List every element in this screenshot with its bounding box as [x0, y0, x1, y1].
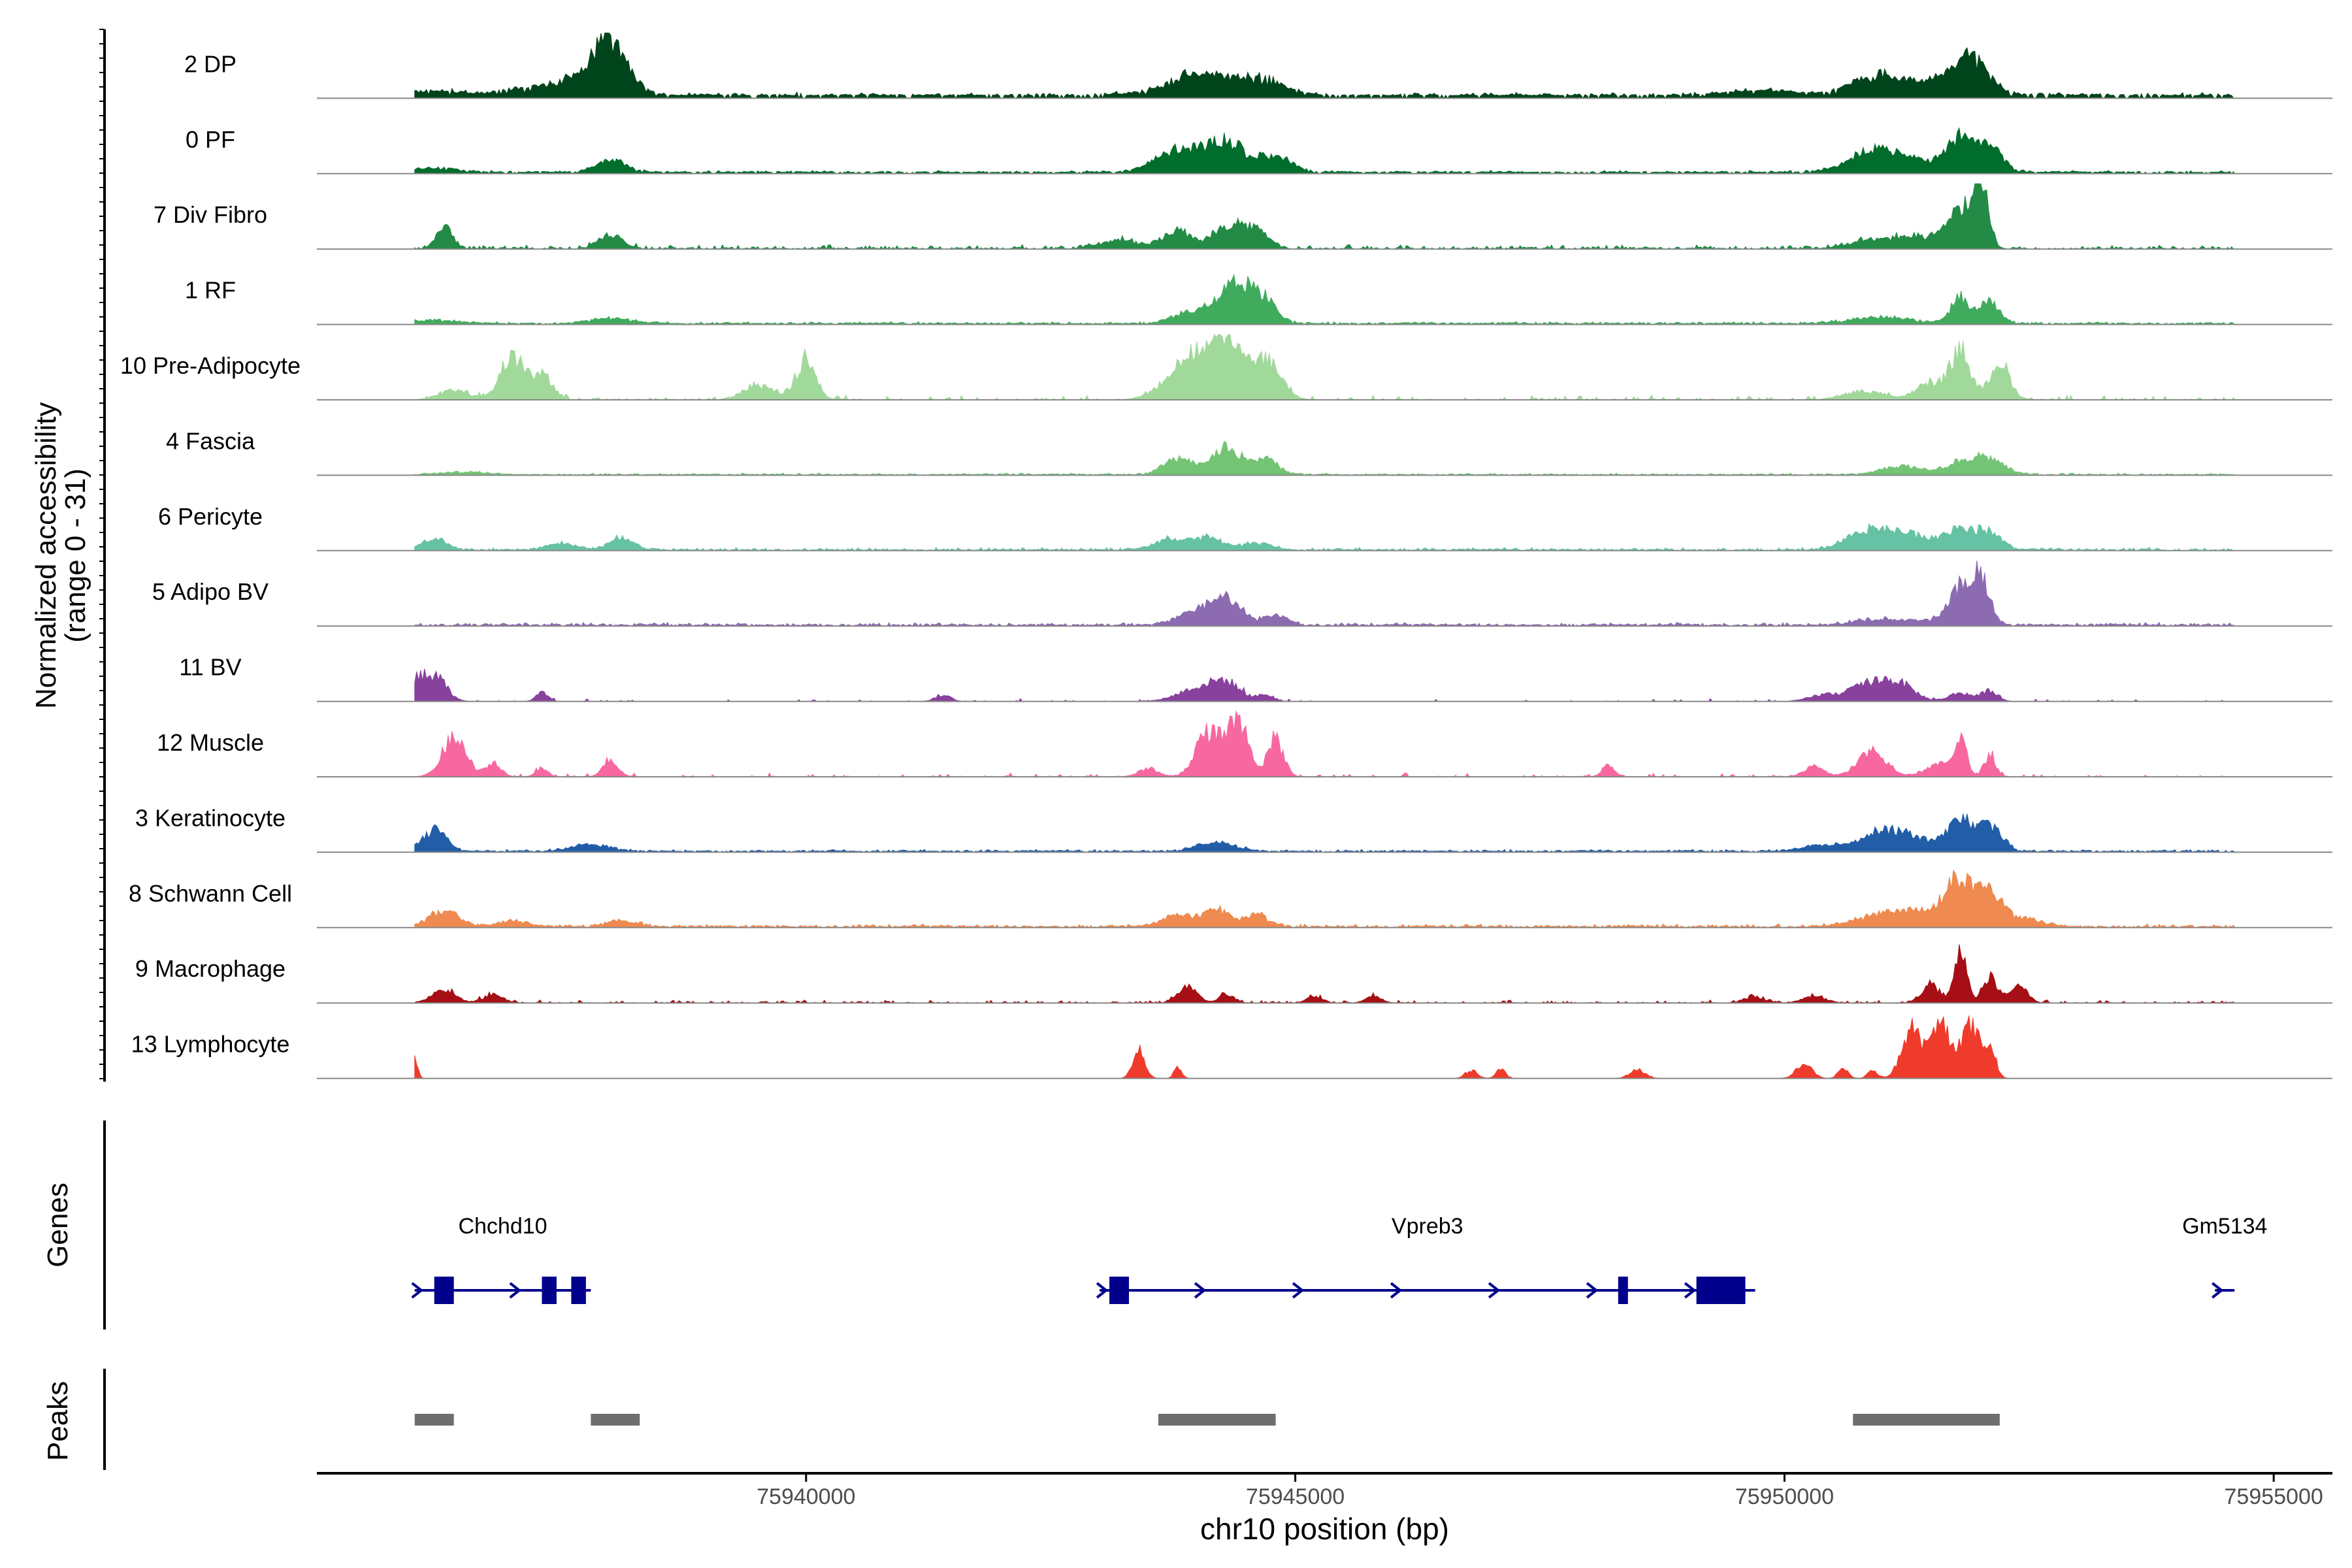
gene-name: Gm5134 [2182, 1214, 2267, 1239]
strand-arrow-icon [1390, 1282, 1403, 1299]
track-0-pf: 0 PF [186, 126, 2332, 174]
gene-gm5134: Gm5134 [2182, 1214, 2267, 1299]
strand-arrow-icon [1292, 1282, 1305, 1299]
track-11-bv: 11 BV [179, 654, 2332, 702]
track-1-rf: 1 RF [185, 274, 2332, 325]
track-9-macrophage: 9 Macrophage [135, 944, 2332, 1004]
x-tick-label: 75950000 [1735, 1484, 1834, 1509]
track-label: 13 Lymphocyte [131, 1031, 290, 1058]
y-axis: Normalized accessibility (range 0 - 31) [30, 29, 106, 1082]
strand-arrow-icon [1586, 1282, 1599, 1299]
peak-region-bar [591, 1414, 640, 1426]
coverage-area [414, 440, 2236, 476]
peak-regions [414, 1414, 2000, 1426]
track-10-pre-adipocyte: 10 Pre-Adipocyte [120, 333, 2332, 401]
y-axis-label: Normalized accessibility [30, 402, 62, 709]
gene-exon [542, 1277, 557, 1304]
track-label: 11 BV [179, 654, 241, 681]
track-4-fascia: 4 Fascia [166, 427, 2332, 476]
track-6-pericyte: 6 Pericyte [158, 503, 2332, 551]
gene-exon [1109, 1277, 1129, 1304]
strand-arrow-icon [1096, 1282, 1109, 1299]
coverage-area [414, 32, 2235, 99]
gene-models: Chchd10 Vpreb3 Gm5134 [411, 1214, 2267, 1304]
genes-label: Genes [42, 1183, 74, 1267]
gene-name: Chchd10 [458, 1214, 547, 1239]
x-axis: 75940000 75945000 75950000 75955000 chr10 p… [317, 1472, 2332, 1546]
strand-arrow-icon [1684, 1282, 1697, 1299]
coverage-area [414, 522, 2235, 551]
strand-arrow-icon [1488, 1282, 1501, 1299]
x-tick-label: 75955000 [2225, 1484, 2323, 1509]
x-tick-label: 75945000 [1246, 1484, 1345, 1509]
track-13-lymphocyte: 13 Lymphocyte [131, 1015, 2332, 1079]
track-8-schwann-cell: 8 Schwann Cell [129, 870, 2332, 928]
gene-name: Vpreb3 [1392, 1214, 1463, 1239]
track-label: 5 Adipo BV [152, 578, 269, 605]
y-axis-label-range: (range 0 - 31) [59, 468, 91, 643]
track-label: 2 DP [184, 50, 237, 77]
gene-chchd10: Chchd10 [411, 1214, 591, 1304]
x-axis-label: chr10 position (bp) [1200, 1512, 1449, 1546]
peaks-panel: Peaks [42, 1369, 2000, 1470]
track-label: 3 Keratinocyte [135, 804, 286, 831]
gene-exon [1696, 1277, 1746, 1304]
strand-arrow-icon [411, 1282, 423, 1299]
coverage-area [414, 870, 2235, 928]
track-label: 8 Schwann Cell [129, 880, 292, 907]
track-label: 9 Macrophage [135, 955, 286, 982]
gene-exon [1618, 1277, 1628, 1304]
x-axis-ticks: 75940000 75945000 75950000 75955000 [757, 1473, 2323, 1509]
y-axis-ticks [99, 29, 105, 1079]
track-7-div-fibro: 7 Div Fibro [154, 183, 2332, 250]
peak-region-bar [1853, 1414, 2000, 1426]
track-5-adipo-bv: 5 Adipo BV [152, 561, 2332, 627]
strand-arrow-icon [509, 1282, 521, 1299]
track-12-muscle: 12 Muscle [157, 710, 2332, 777]
track-3-keratinocyte: 3 Keratinocyte [135, 804, 2332, 853]
gene-exon [571, 1277, 586, 1304]
coverage-area [414, 127, 2236, 174]
track-label: 4 Fascia [166, 427, 255, 454]
track-label: 6 Pericyte [158, 503, 263, 530]
gene-exon [434, 1277, 454, 1304]
peak-region-bar [1158, 1414, 1276, 1426]
track-2-dp: 2 DP [184, 32, 2332, 99]
track-label: 7 Div Fibro [154, 201, 267, 228]
peak-region-bar [414, 1414, 454, 1426]
track-label: 12 Muscle [157, 729, 264, 756]
strand-arrow-icon [2212, 1282, 2224, 1299]
track-label: 0 PF [186, 126, 235, 153]
genes-panel: Genes Chchd10 Vpreb3 Gm5134 [42, 1120, 2267, 1330]
track-label: 10 Pre-Adipocyte [120, 352, 301, 379]
strand-arrow-icon [1194, 1282, 1207, 1299]
gene-vpreb3: Vpreb3 [1096, 1214, 1756, 1304]
coverage-area [414, 274, 2236, 325]
x-tick-label: 75940000 [757, 1484, 855, 1509]
peaks-label: Peaks [42, 1381, 74, 1461]
track-label: 1 RF [185, 277, 236, 304]
coverage-tracks: 2 DP 0 PF 7 Div Fibro 1 RF 10 Pre-Adipocyte 4… [120, 32, 2332, 1079]
